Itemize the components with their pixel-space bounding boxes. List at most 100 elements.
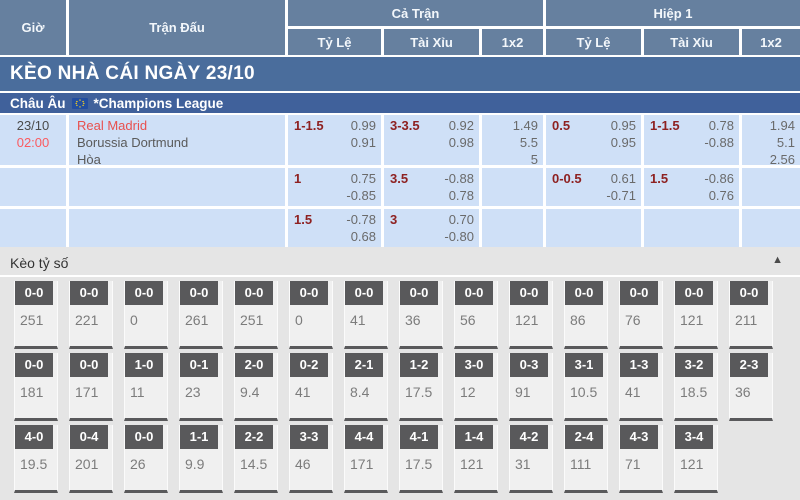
score-button[interactable]: 3-3 [290,425,328,449]
score-button[interactable]: 0-0 [290,281,328,305]
score-odds-value[interactable]: 18.5 [680,384,708,400]
score-button[interactable]: 0-0 [455,281,493,305]
score-odds-value[interactable]: 26 [130,456,146,472]
score-button[interactable]: 4-1 [400,425,438,449]
score-button[interactable]: 0-0 [70,281,108,305]
score-button[interactable]: 0-0 [15,281,53,305]
score-button[interactable]: 3-4 [675,425,713,449]
score-odds-value[interactable]: 91 [515,384,531,400]
score-button[interactable]: 4-4 [345,425,383,449]
odds-cell-h1-1x2[interactable]: 1.94 5.1 2.56 [742,115,800,167]
score-odds-value[interactable]: 86 [570,312,586,328]
score-button[interactable]: 4-3 [620,425,658,449]
score-odds-value[interactable]: 14.5 [240,456,268,472]
score-odds-value[interactable]: 11 [130,384,145,400]
score-odds-value[interactable]: 261 [185,312,209,328]
overunder-line: 1-1.5 [650,118,680,133]
score-button[interactable]: 0-0 [400,281,438,305]
odds-cell-ft-handicap[interactable]: 1 0.75 -0.85 [288,168,381,206]
odds-cell-ft-1x2[interactable]: 1.49 5.5 5 [482,115,543,167]
odds-cell-ft-handicap[interactable]: 1-1.5 0.99 0.91 [288,115,381,165]
score-button[interactable]: 0-0 [125,425,163,449]
odds-cell-ft-overunder[interactable]: 3 0.70 -0.80 [384,209,479,247]
score-button[interactable]: 1-1 [180,425,218,449]
score-button[interactable]: 0-0 [730,281,768,305]
score-odds-value[interactable]: 71 [625,456,641,472]
score-button[interactable]: 0-4 [70,425,108,449]
score-button[interactable]: 2-1 [345,353,383,377]
odds-cell-ft-overunder[interactable]: 3-3.5 0.92 0.98 [384,115,479,165]
score-odds-value[interactable]: 9.4 [240,384,260,400]
header-match-column: Trận Đấu [69,0,285,55]
score-odds-value[interactable]: 211 [735,312,758,328]
score-button[interactable]: 0-0 [180,281,218,305]
score-odds-value[interactable]: 9.9 [185,456,205,472]
score-button[interactable]: 2-4 [565,425,603,449]
score-cell: 0-1 23 [179,353,223,421]
score-odds-value[interactable]: 171 [350,456,374,472]
score-button[interactable]: 0-0 [125,281,163,305]
score-odds-value[interactable]: 19.5 [20,456,48,472]
score-odds-value[interactable]: 171 [75,384,99,400]
score-button[interactable]: 0-2 [290,353,328,377]
odds-cell-ft-overunder[interactable]: 3.5 -0.88 0.78 [384,168,479,206]
score-button[interactable]: 0-0 [510,281,548,305]
score-odds-value[interactable]: 56 [460,312,476,328]
score-odds-value[interactable]: 41 [295,384,311,400]
score-button[interactable]: 0-0 [675,281,713,305]
score-odds-value[interactable]: 251 [240,312,264,328]
score-odds-value[interactable]: 41 [625,384,641,400]
score-odds-value[interactable]: 121 [680,312,704,328]
score-odds-value[interactable]: 17.5 [405,384,433,400]
score-button[interactable]: 3-0 [455,353,493,377]
score-button[interactable]: 0-0 [235,281,273,305]
score-button[interactable]: 2-0 [235,353,273,377]
odds-value: 0.75 [350,171,376,186]
score-odds-value[interactable]: 221 [75,312,99,328]
collapse-icon[interactable]: ▲ [772,254,783,266]
odds-cell-h1-overunder[interactable]: 1.5 -0.86 0.76 [644,168,739,206]
score-odds-value[interactable]: 0 [295,312,303,328]
score-button[interactable]: 3-2 [675,353,713,377]
score-odds-value[interactable]: 10.5 [570,384,598,400]
score-button[interactable]: 2-3 [730,353,768,377]
score-button[interactable]: 0-0 [15,353,53,377]
score-odds-value[interactable]: 46 [295,456,311,472]
score-button[interactable]: 4-0 [15,425,53,449]
score-button[interactable]: 0-0 [345,281,383,305]
odds-cell-h1-handicap[interactable]: 0.5 0.95 0.95 [546,115,641,165]
score-odds-value[interactable]: 31 [515,456,531,472]
odds-cell-h1-handicap[interactable]: 0-0.5 0.61 -0.71 [546,168,641,206]
score-odds-value[interactable]: 111 [570,456,592,472]
odds-cell-ft-handicap[interactable]: 1.5 -0.78 0.68 [288,209,381,247]
score-button[interactable]: 0-1 [180,353,218,377]
score-odds-value[interactable]: 36 [735,384,751,400]
score-button[interactable]: 1-2 [400,353,438,377]
score-odds-value[interactable]: 121 [515,312,539,328]
score-odds-value[interactable]: 36 [405,312,421,328]
score-odds-value[interactable]: 17.5 [405,456,433,472]
score-odds-value[interactable]: 121 [680,456,704,472]
score-odds-value[interactable]: 8.4 [350,384,370,400]
odds-value: 0.98 [448,135,474,150]
score-button[interactable]: 2-2 [235,425,273,449]
score-button[interactable]: 0-0 [70,353,108,377]
score-odds-value[interactable]: 23 [185,384,201,400]
score-odds-value[interactable]: 76 [625,312,641,328]
score-odds-value[interactable]: 41 [350,312,366,328]
score-button[interactable]: 3-1 [565,353,603,377]
score-button[interactable]: 1-3 [620,353,658,377]
score-odds-value[interactable]: 251 [20,312,44,328]
score-button[interactable]: 1-4 [455,425,493,449]
score-odds-value[interactable]: 201 [75,456,99,472]
score-button[interactable]: 4-2 [510,425,548,449]
score-button[interactable]: 0-3 [510,353,548,377]
score-button[interactable]: 0-0 [620,281,658,305]
score-odds-value[interactable]: 121 [460,456,484,472]
score-odds-value[interactable]: 12 [460,384,476,400]
score-odds-value[interactable]: 181 [20,384,44,400]
score-button[interactable]: 1-0 [125,353,163,377]
score-odds-value[interactable]: 0 [130,312,138,328]
odds-cell-h1-overunder[interactable]: 1-1.5 0.78 -0.88 [644,115,739,165]
score-button[interactable]: 0-0 [565,281,603,305]
